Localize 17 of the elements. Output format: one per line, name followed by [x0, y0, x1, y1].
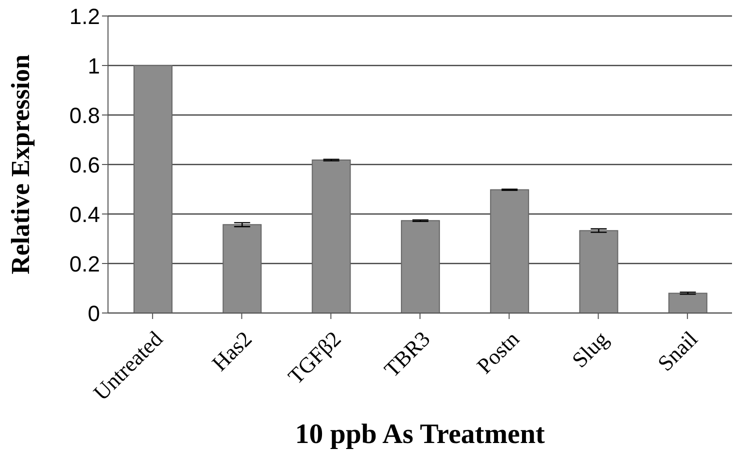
bar — [400, 220, 440, 313]
x-tick-label: Slug — [566, 326, 614, 372]
y-tick-label: 1.2 — [69, 4, 100, 29]
bar — [579, 230, 618, 313]
bar — [222, 224, 262, 313]
y-tick-label: 0.6 — [69, 152, 100, 178]
y-tick-label: 0.4 — [69, 202, 100, 227]
bar — [312, 160, 351, 313]
y-tick-label: 1 — [88, 53, 100, 78]
x-axis-title: 10 ppb As Treatment — [295, 419, 546, 450]
bar — [134, 65, 172, 313]
y-tick-label: 0.8 — [69, 102, 100, 128]
y-tick-label: 0.2 — [69, 251, 100, 276]
y-tick-label: 0 — [88, 300, 100, 326]
bar — [490, 189, 530, 313]
y-axis-title: Relative Expression — [6, 54, 36, 274]
bar — [668, 292, 708, 313]
